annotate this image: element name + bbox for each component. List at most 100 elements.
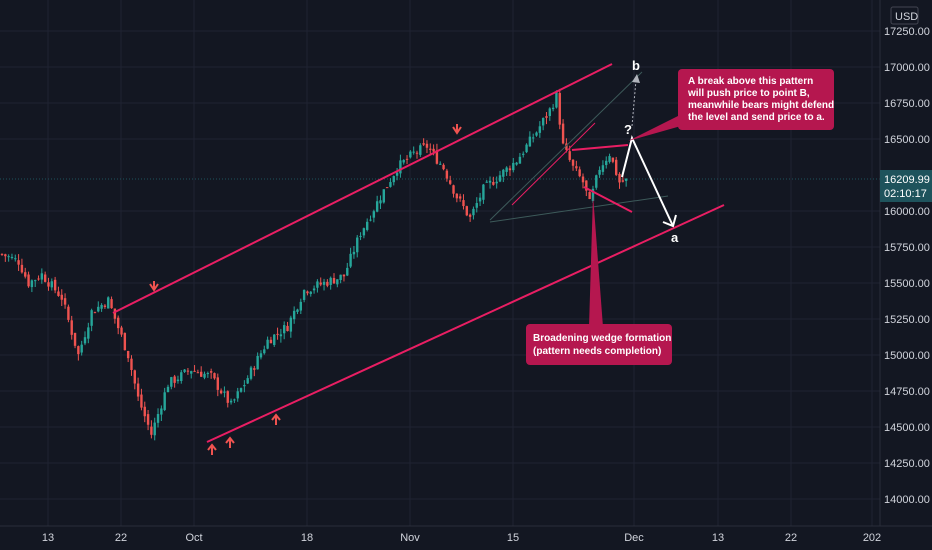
- candle-body: [259, 353, 263, 358]
- time-tick-label: 22: [785, 532, 797, 544]
- price-tick-label: 16000.00: [884, 206, 930, 218]
- candle-body: [233, 399, 236, 401]
- candle-body: [186, 370, 190, 372]
- broadening-wedge-bottom[interactable]: [583, 186, 633, 213]
- candle-body: [273, 334, 276, 345]
- candle-body: [366, 221, 369, 230]
- up-arrow-icon: [271, 413, 281, 425]
- candle-body: [196, 372, 200, 374]
- candle-body: [47, 282, 50, 287]
- currency-box[interactable]: [890, 6, 919, 25]
- time-tick-label: 22: [115, 532, 127, 544]
- candle-body: [615, 159, 618, 175]
- price-tick-label: 15750.00: [884, 242, 930, 254]
- candle-body: [312, 288, 316, 291]
- candle-body: [588, 192, 591, 200]
- candle-body: [571, 159, 575, 166]
- candle-body: [166, 386, 170, 393]
- time-tick-label: 13: [712, 532, 724, 544]
- price-axis-labels: 14000.00 14250.00 14500.00 14750.00 15000.00…: [884, 26, 930, 506]
- candle-body: [150, 426, 153, 435]
- candle-body: [538, 126, 542, 133]
- candle-body: [455, 193, 459, 199]
- candle-body: [176, 379, 180, 382]
- label-b: b: [632, 58, 640, 73]
- candle-body: [286, 325, 289, 332]
- candle-body: [229, 400, 233, 403]
- candle-body: [598, 169, 601, 175]
- last-price-countdown: 02:10:17: [884, 188, 927, 200]
- price-tick-label: 15500.00: [884, 278, 930, 290]
- candle-body: [472, 208, 475, 216]
- candle-body: [525, 144, 528, 153]
- candle-body: [435, 150, 439, 164]
- candle-body: [223, 391, 226, 393]
- callout-top-line-2: will push price to point B,: [687, 88, 810, 99]
- candle-body: [60, 294, 63, 300]
- rising-wedge-upper: [489, 71, 643, 221]
- candle-body: [375, 201, 379, 212]
- time-tick-label: 15: [507, 532, 519, 544]
- candle-body: [246, 378, 249, 384]
- time-tick-label: 18: [301, 532, 313, 544]
- candle-body: [123, 332, 127, 351]
- candle-body: [10, 256, 14, 259]
- candle-body: [369, 219, 372, 221]
- callout-bottom-line-2: (pattern needs completion): [533, 346, 661, 357]
- channel-upper-line[interactable]: [112, 63, 613, 314]
- candle-body: [565, 143, 568, 150]
- callout-bottom-line-1: Broadening wedge formation: [533, 333, 671, 344]
- candle-body: [502, 169, 505, 177]
- candle-body: [130, 358, 133, 371]
- candle-body: [445, 170, 449, 179]
- candle-body: [449, 180, 452, 184]
- candle-body: [213, 373, 216, 379]
- price-tick-label: 14250.00: [884, 458, 930, 470]
- candle-body: [67, 306, 70, 320]
- candle-body: [478, 197, 482, 202]
- candle-body: [621, 180, 625, 182]
- candle-body: [336, 279, 339, 285]
- candle-body: [269, 339, 273, 344]
- candle-body: [495, 181, 498, 184]
- candle-body: [475, 203, 478, 208]
- candle-body: [468, 214, 472, 217]
- broadening-wedge-top[interactable]: [571, 144, 629, 151]
- price-scale[interactable]: USD 14000.00 14250.00 14500.00 14750.00 1500…: [879, 0, 932, 526]
- down-arrow-icon: [149, 281, 159, 292]
- candle-body: [266, 339, 269, 349]
- price-tick-label: 16750.00: [884, 98, 930, 110]
- candle-body: [30, 280, 34, 288]
- candle-body: [505, 167, 508, 172]
- candle-body: [253, 368, 256, 370]
- candle-body: [339, 274, 342, 281]
- price-tick-label: 16500.00: [884, 134, 930, 146]
- time-axis-labels: 13 22 Oct 18 Nov 15 Dec 13 22 202: [42, 532, 881, 544]
- candle-body: [43, 274, 47, 282]
- candle-body: [356, 237, 359, 253]
- time-tick-label: 202: [863, 532, 881, 544]
- candle-body: [216, 377, 219, 390]
- candle-body: [236, 391, 239, 399]
- candle-body: [512, 162, 515, 171]
- callout-broadening-wedge: Broadening wedge formation (pattern need…: [526, 195, 672, 365]
- down-arrow-icon: [452, 124, 462, 135]
- candle-body: [249, 367, 253, 379]
- candle-body: [618, 173, 621, 183]
- candle-body: [385, 187, 389, 189]
- candle-body: [243, 385, 246, 387]
- channel-lower-line[interactable]: [206, 204, 725, 443]
- candle-body: [555, 92, 558, 108]
- callout-top-line-4: the level and send price to a.: [688, 112, 825, 123]
- candle-body: [100, 304, 103, 309]
- candle-body: [219, 390, 223, 394]
- time-scale[interactable]: 13 22 Oct 18 Nov 15 Dec 13 22 202: [0, 525, 932, 544]
- candle-body: [263, 349, 266, 354]
- callout-top-line-3: meanwhile bears might defend: [688, 100, 834, 111]
- candle-body: [601, 165, 605, 172]
- candle-body: [80, 344, 83, 353]
- candle-body: [133, 370, 136, 384]
- candle-body: [515, 162, 518, 165]
- price-tick-label: 15250.00: [884, 314, 930, 326]
